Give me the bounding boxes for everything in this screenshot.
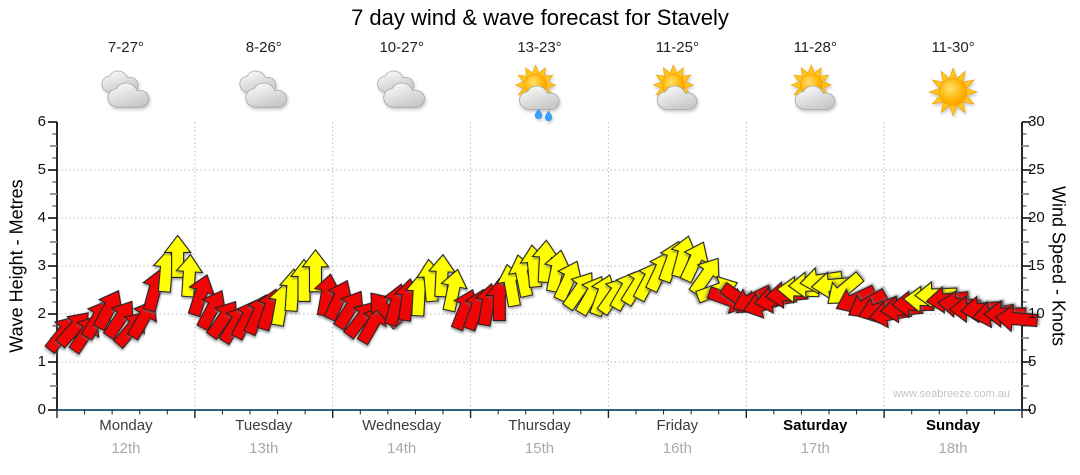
wind-arrow bbox=[356, 304, 387, 346]
weather-icon-partly-cloudy-rain bbox=[514, 64, 560, 121]
chart-title: 7 day wind & wave forecast for Stavely bbox=[351, 5, 729, 30]
wind-arrow bbox=[175, 253, 204, 298]
weather-icon-partly-cloudy bbox=[652, 64, 698, 110]
weather-icon-cloudy bbox=[239, 70, 288, 108]
weather-icon-cloudy bbox=[101, 70, 150, 108]
weather-icon-partly-cloudy bbox=[790, 64, 836, 110]
weather-icon-cloudy bbox=[377, 70, 425, 108]
wind-arrow bbox=[163, 234, 192, 278]
watermark: www.seabreeze.com.au bbox=[893, 388, 1010, 400]
wind-arrow bbox=[994, 304, 1039, 333]
wind-arrow bbox=[301, 248, 330, 293]
wind-arrow bbox=[440, 268, 468, 313]
wave-axis-title: Wave Height - Metres bbox=[6, 179, 27, 353]
weather-icon-sunny bbox=[928, 67, 978, 117]
wind-axis-title: Wind Speed - Knots bbox=[1048, 185, 1069, 347]
